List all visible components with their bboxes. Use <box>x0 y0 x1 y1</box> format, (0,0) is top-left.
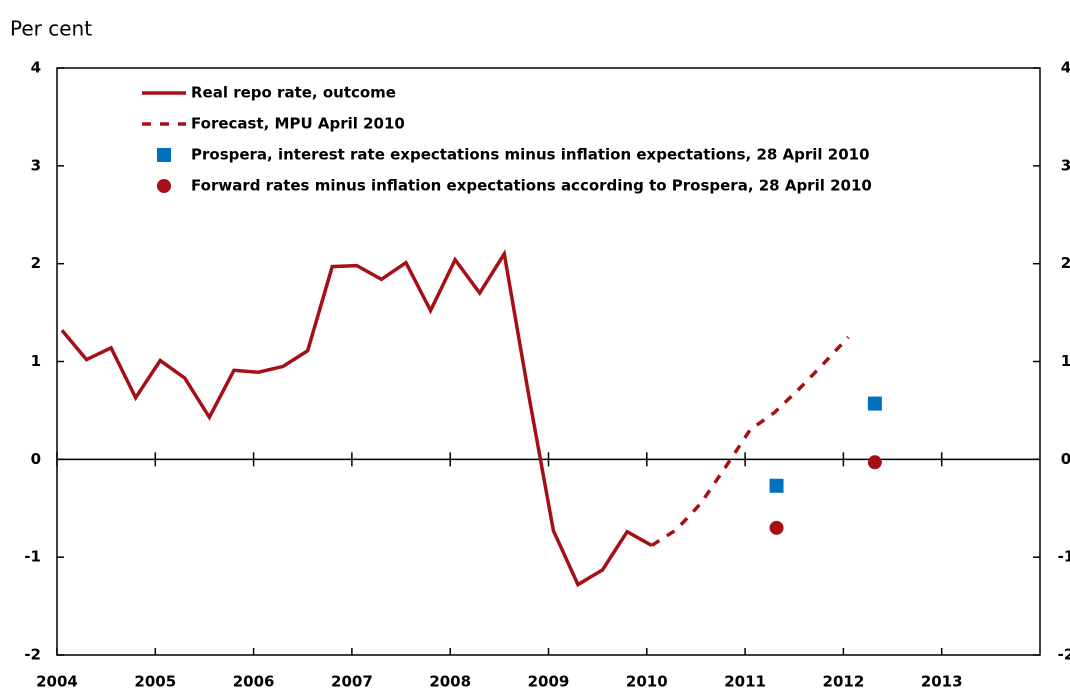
series-line <box>60 249 653 588</box>
y-tick-label: 4 <box>31 59 41 77</box>
legend-label: Forward rates minus inflation expectatio… <box>191 177 872 195</box>
y2-tick-label: 4 <box>1061 59 1070 77</box>
legend-swatch <box>157 179 171 193</box>
y-tick-label: -2 <box>24 646 41 664</box>
legend-label: Prospera, interest rate expectations min… <box>191 146 870 164</box>
y2-tick-label: 2 <box>1061 254 1070 272</box>
x-tick-label: 2013 <box>921 673 963 691</box>
legend-swatch <box>157 148 171 162</box>
y-tick-label: 2 <box>31 254 41 272</box>
circle-marker <box>769 520 784 535</box>
y-tick-label: 0 <box>31 450 41 468</box>
y-tick-label: 3 <box>31 156 41 174</box>
series-line <box>650 335 850 547</box>
x-tick-label: 2011 <box>724 673 766 691</box>
legend-label: Real repo rate, outcome <box>191 84 396 102</box>
x-tick-label: 2004 <box>36 673 78 691</box>
y-tick-label: 1 <box>31 352 41 370</box>
square-marker <box>769 478 784 493</box>
x-tick-label: 2006 <box>233 673 275 691</box>
y2-tick-label: 1 <box>1061 352 1070 370</box>
y2-tick-label: -2 <box>1058 646 1070 664</box>
x-tick-label: 2010 <box>626 673 668 691</box>
y2-tick-label: 3 <box>1061 156 1070 174</box>
x-tick-label: 2007 <box>331 673 373 691</box>
square-marker <box>867 396 882 411</box>
x-tick-label: 2012 <box>823 673 865 691</box>
legend-label: Forecast, MPU April 2010 <box>191 115 405 133</box>
y-axis-label: Per cent <box>10 17 92 41</box>
y2-tick-label: 0 <box>1061 450 1070 468</box>
y-tick-label: -1 <box>24 548 41 566</box>
circle-marker <box>867 455 882 470</box>
x-tick-label: 2005 <box>134 673 176 691</box>
x-tick-label: 2009 <box>528 673 570 691</box>
x-tick-label: 2008 <box>429 673 471 691</box>
y2-tick-label: -1 <box>1058 548 1070 566</box>
